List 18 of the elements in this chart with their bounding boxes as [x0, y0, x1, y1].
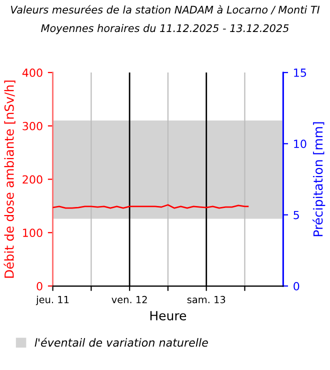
y-axis-title: Débit de dose ambiante [nSv/h]: [4, 80, 16, 278]
y-tick-label: 400: [22, 68, 42, 77]
y-tick-label: 0: [36, 282, 42, 290]
y2-tick-label: 10: [294, 140, 306, 148]
y2-axis-title: Précipitation [mm]: [312, 122, 326, 236]
y2-tick-label: 0: [294, 282, 300, 290]
x-tick-label: sam. 13: [187, 296, 226, 304]
x-axis-title: Heure: [150, 311, 186, 320]
chart-subtitle: Moyennes horaires du 11.12.2025 - 13.12.2025: [41, 24, 289, 34]
y2-tick-label: 5: [294, 210, 299, 220]
y-tick-label: 100: [23, 228, 42, 238]
y2-tick-label: 15: [294, 68, 306, 77]
legend-label: l'éventail de variation naturelle: [34, 338, 208, 347]
y-tick-label: 200: [22, 175, 42, 184]
x-tick-label: ven. 12: [112, 296, 147, 304]
y-tick-label: 300: [22, 122, 42, 130]
chart-title: Valeurs mesurées de la station NADAM à Locarno / Monti TI: [10, 5, 320, 14]
x-tick-label: jeu. 11: [36, 296, 69, 306]
